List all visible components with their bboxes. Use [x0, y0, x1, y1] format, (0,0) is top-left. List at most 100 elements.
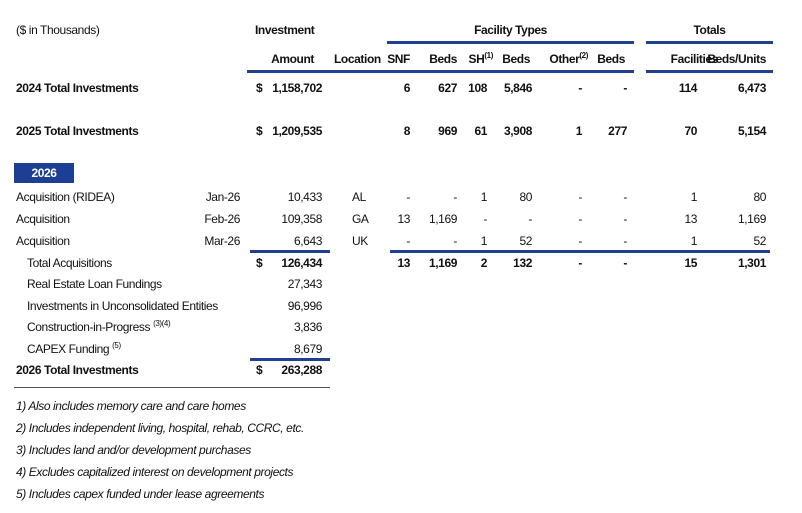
dollar-sign: $: [256, 124, 263, 138]
amount-total-rule: [250, 358, 330, 361]
amount: 109,358: [281, 212, 322, 226]
acquisition-date: Feb-26: [204, 212, 240, 226]
column-header-other: Other(2): [549, 51, 588, 67]
cell-snf-beds: 627: [438, 81, 457, 95]
cell-other: -: [578, 190, 582, 204]
cell-snf-beds: -: [453, 234, 457, 248]
cell-sh-beds: 52: [519, 234, 532, 248]
cell-beds-units: 1,301: [737, 256, 766, 270]
footnote: 2) Includes independent living, hospital…: [16, 421, 304, 435]
cell-snf-beds: -: [453, 190, 457, 204]
cell-facilities: 1: [690, 234, 698, 248]
line-item-label: Real Estate Loan Fundings: [27, 277, 162, 291]
header-totals: Totals: [693, 23, 726, 37]
cell-snf: 13: [397, 256, 410, 270]
acquisition-date: Jan-26: [205, 190, 241, 204]
cell-other-beds: 277: [608, 124, 627, 138]
label-text: CAPEX Funding: [27, 341, 110, 356]
footnote: 3) Includes land and/or development purc…: [16, 443, 251, 457]
column-label: Other: [549, 52, 580, 66]
acquisition-date: Mar-26: [204, 234, 240, 248]
amount: 1,209,535: [272, 124, 322, 138]
amount: 263,288: [281, 363, 322, 377]
cell-snf: 13: [397, 212, 410, 226]
dollar-sign: $: [256, 81, 263, 95]
cell-sh-beds: 132: [513, 256, 532, 270]
location: AL: [352, 190, 366, 204]
location: UK: [352, 234, 368, 248]
cell-sh: 2: [480, 256, 488, 270]
cell-snf-beds: 1,169: [428, 256, 457, 270]
cell-snf: 8: [403, 124, 411, 138]
total-acquisitions-label: Total Acquisitions: [27, 256, 112, 270]
cell-snf: 6: [403, 81, 411, 95]
cell-facilities: 15: [684, 256, 697, 270]
cell-other: -: [578, 234, 582, 248]
footnote-ref: (5): [112, 340, 121, 350]
header-investment: Investment: [255, 23, 315, 37]
header-rule-totals: [646, 70, 773, 73]
total-2026-label: 2026 Total Investments: [16, 363, 139, 377]
cell-beds-units: 6,473: [737, 81, 766, 95]
cell-sh: -: [483, 212, 487, 226]
cell-other: -: [578, 212, 582, 226]
acquisition-label: Acquisition (RIDEA): [16, 190, 115, 204]
column-header-sh: SH(1): [468, 51, 494, 67]
cell-beds-units: 1,169: [737, 212, 766, 226]
cell-facilities: 70: [684, 124, 697, 138]
cell-other: -: [578, 256, 582, 270]
amount: 8,679: [293, 341, 322, 356]
cell-facilities: 13: [684, 212, 697, 226]
acquisition-label: Acquisition: [16, 212, 70, 226]
location: GA: [352, 212, 369, 226]
cell-sh-beds: 3,908: [503, 124, 532, 138]
amount: 126,434: [281, 256, 322, 270]
year-badge: 2026: [14, 163, 74, 183]
cell-sh: 1: [480, 190, 488, 204]
amount: 6,643: [293, 234, 322, 248]
column-label: SH: [468, 52, 485, 66]
units-note: ($ in Thousands): [16, 23, 100, 37]
amount-subtotal-rule: [250, 250, 330, 253]
cell-other-beds: -: [623, 212, 627, 226]
cell-sh-beds: -: [528, 212, 532, 226]
column-header-beds: Beds: [429, 52, 457, 66]
cell-facilities: 1: [690, 190, 698, 204]
cell-other: 1: [575, 124, 583, 138]
dollar-sign: $: [256, 256, 263, 270]
amount: 1,158,702: [272, 81, 322, 95]
cell-beds-units: 52: [753, 234, 766, 248]
cell-sh: 1: [480, 234, 488, 248]
footnote-ref: (2): [579, 51, 588, 60]
column-header-amount: Amount: [271, 52, 314, 66]
amount: 27,343: [287, 277, 323, 291]
cell-snf: -: [406, 234, 410, 248]
cell-other: -: [578, 81, 582, 95]
column-header-beds: Beds: [597, 52, 625, 66]
column-header-beds: Beds: [502, 52, 530, 66]
cell-snf: -: [406, 190, 410, 204]
column-header-facilities: Facilities: [670, 52, 719, 66]
footnote-divider: [14, 387, 330, 388]
cell-sh-beds: 5,846: [503, 81, 532, 95]
cell-other-beds: -: [623, 256, 627, 270]
amount: 10,433: [287, 190, 323, 204]
cell-facilities: 114: [678, 81, 698, 95]
cell-other-beds: -: [623, 234, 627, 248]
cell-snf-beds: 969: [438, 124, 457, 138]
column-header-beds-units: Beds/Units: [707, 52, 766, 66]
column-header-snf: SNF: [387, 52, 410, 66]
cell-sh-beds: 80: [519, 190, 532, 204]
cell-other-beds: -: [623, 190, 627, 204]
row-label: 2024 Total Investments: [16, 81, 139, 95]
cell-snf-beds: 1,169: [428, 212, 457, 226]
header-facility-types: Facility Types: [474, 23, 547, 37]
footnote: 4) Excludes capitalized interest on deve…: [16, 465, 294, 479]
column-header-location: Location: [334, 52, 381, 66]
header-rule: [247, 70, 634, 73]
amount: 3,836: [293, 320, 322, 334]
footnote-ref: (1): [484, 51, 493, 60]
acquisition-label: Acquisition: [16, 234, 70, 248]
label-text: Construction-in-Progress: [27, 320, 151, 334]
